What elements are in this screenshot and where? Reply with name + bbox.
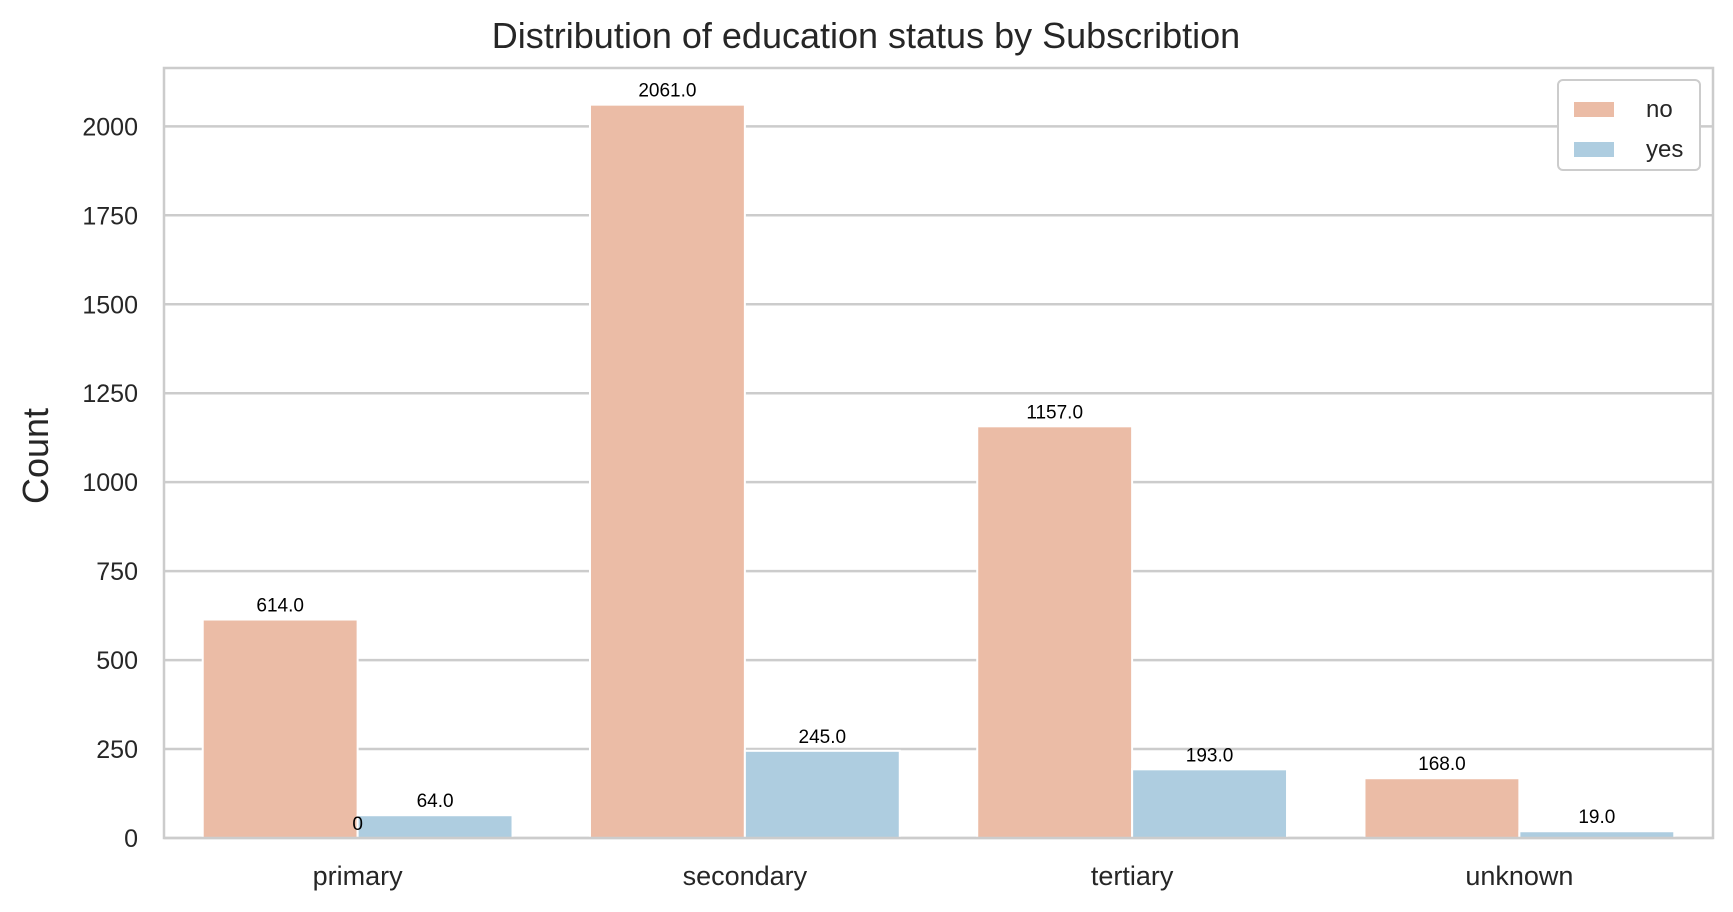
y-tick-label: 2000 [82,113,138,141]
legend-label-yes: yes [1646,136,1683,163]
bar-yes-tertiary [1131,768,1289,839]
bar-no-unknown [1363,777,1521,839]
bar-no-secondary [588,103,746,839]
data-label-yes-unknown: 19.0 [1578,807,1615,828]
data-label-no-primary: 614.0 [256,596,304,617]
legend-swatch-no [1574,102,1614,117]
y-tick-label: 750 [96,558,138,586]
y-tick-label: 1500 [82,291,138,319]
data-label-extra: 0 [352,814,363,835]
legend-swatch-yes [1574,142,1614,157]
plot-frame [162,66,1715,840]
data-label-yes-secondary: 245.0 [799,727,847,748]
y-tick-label: 1250 [82,380,138,408]
bars [201,103,1676,840]
data-label-yes-primary: 64.0 [417,791,454,812]
bar-yes-secondary [743,749,901,840]
chart-title: Distribution of education status by Subs… [492,15,1240,56]
y-tick-label: 1000 [82,469,138,497]
legend: no yes [1557,79,1701,171]
x-tick-label: unknown [1465,861,1573,891]
x-tick-label: secondary [683,861,808,891]
x-tick-label: tertiary [1091,861,1174,891]
x-tick-label: primary [313,861,404,891]
y-tick-labels: 0 250 500 750 1000 1250 1500 1750 2000 [82,113,138,853]
grid-lines [164,125,1713,840]
y-tick-label: 500 [96,647,138,675]
data-label-no-tertiary: 1157.0 [1026,402,1083,423]
y-tick-label: 0 [124,825,138,853]
legend-label-no: no [1646,96,1673,123]
x-tick-labels: primary secondary tertiary unknown [313,861,1574,891]
y-tick-label: 1750 [82,202,138,230]
data-labels: 614.0 64.0 2061.0 245.0 1157.0 193.0 168.0 19.0… [256,81,1615,835]
bar-no-tertiary [976,425,1134,839]
data-label-no-unknown: 168.0 [1418,754,1466,775]
data-label-yes-tertiary: 193.0 [1186,745,1234,766]
bar-yes-primary [356,814,514,839]
data-label-no-secondary: 2061.0 [638,81,696,102]
bar-no-primary [201,618,359,840]
y-tick-label: 250 [96,736,138,764]
y-axis-label: Count [15,408,56,504]
